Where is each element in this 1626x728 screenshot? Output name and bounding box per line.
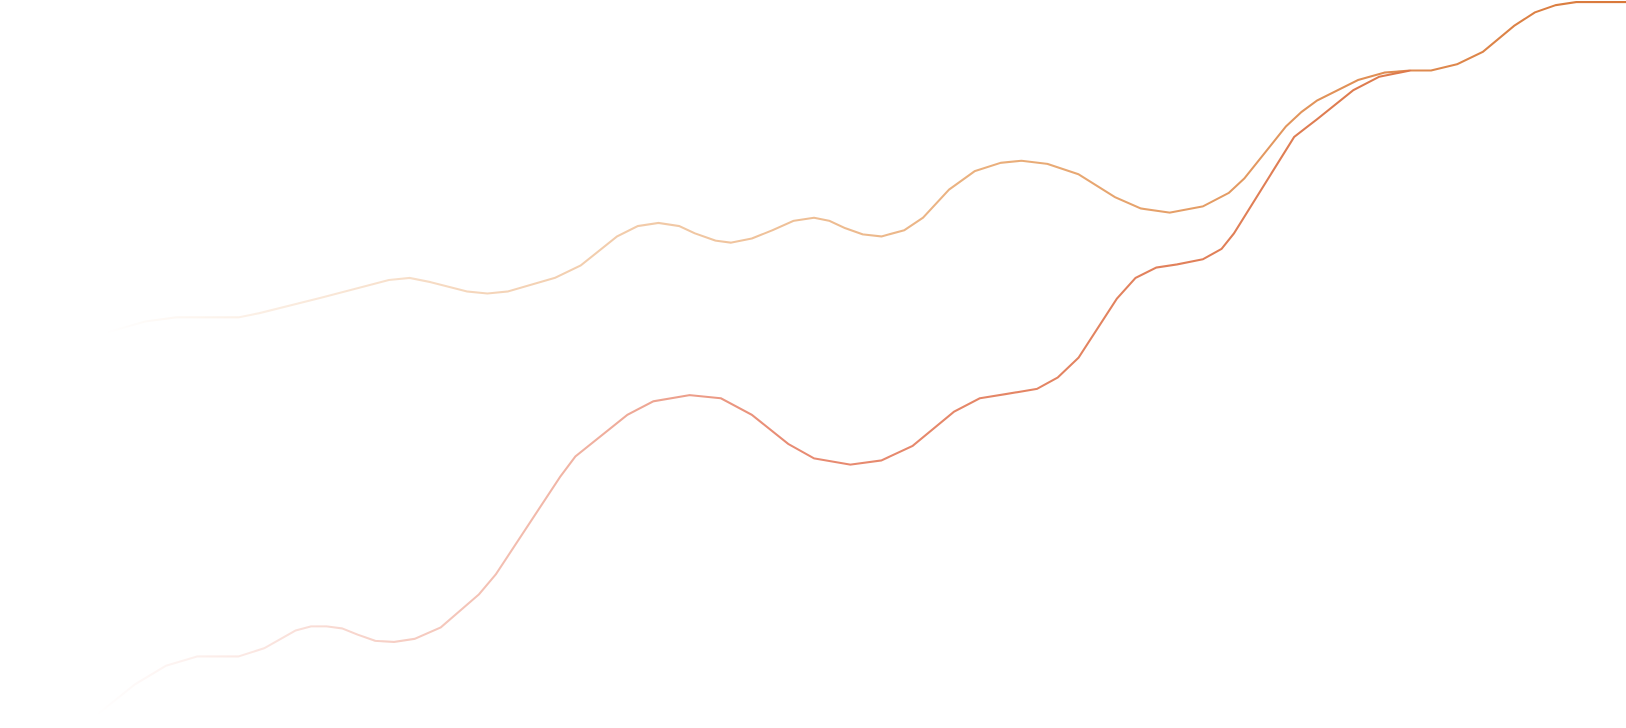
upper-wave — [107, 1, 1626, 333]
lower-wave — [97, 69, 1412, 715]
